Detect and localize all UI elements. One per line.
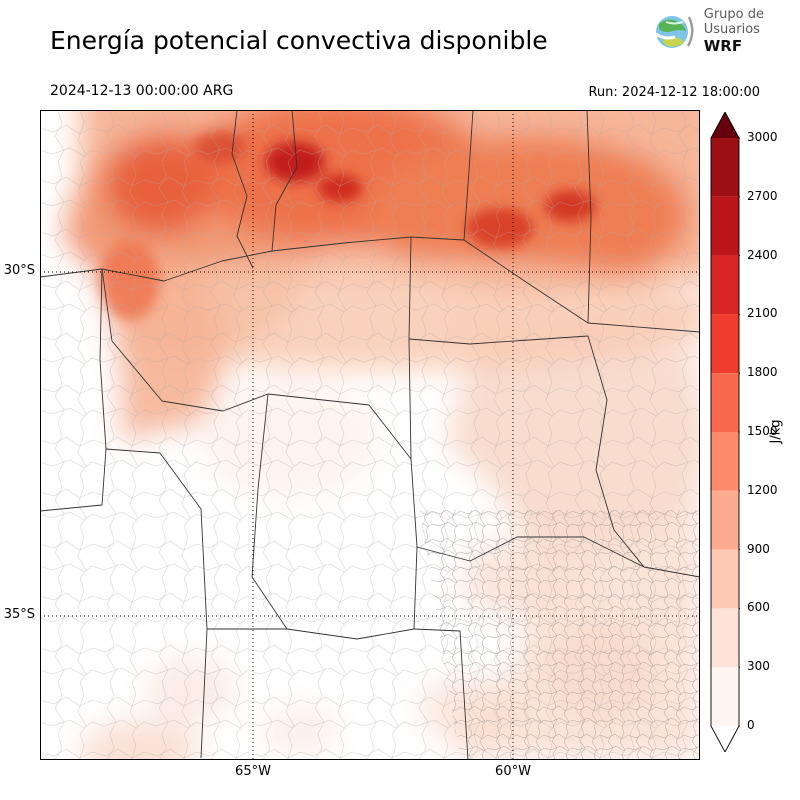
colorbar-segment [711,196,739,256]
colorbar-segment [711,314,739,374]
colorbar-tick-label: 900 [747,542,770,556]
logo-text-line1: Grupo de [703,7,764,22]
lat-tick-35s: 35°S [3,607,35,622]
cape-map [0,80,720,780]
graticule-gridlines [40,110,700,760]
lon-tick-65w: 65°W [235,764,271,779]
map-border [40,110,700,760]
colorbar-segment [711,667,739,726]
cape-map-canvas [0,80,720,780]
lat-tick-30s: 30°S [3,263,35,278]
colorbar-tick-label: 2700 [747,189,778,203]
logo-text-line2: Usuarios [703,21,760,37]
wrf-globe-icon [654,15,694,48]
colorbar-tick-label: 1200 [747,483,778,497]
colorbar-segment [711,432,739,491]
colorbar-segment [711,138,739,197]
colorbar [710,111,744,753]
colorbar-tick-label: 600 [747,600,770,614]
colorbar-tick-label: 300 [747,659,770,673]
colorbar-segment [711,549,739,609]
province-boundaries [39,109,701,761]
colorbar-tick-label: 1500 [747,424,778,438]
department-boundaries-dense [420,510,700,760]
colorbar-tick-label: 1800 [747,365,778,379]
colorbar-tick-label: 2400 [747,248,778,262]
wrf-users-group-logo: Grupo de Usuarios WRF [650,7,764,55]
colorbar-under-arrow [711,726,739,752]
colorbar-segment [711,490,739,550]
page-title: Energía potencial convectiva disponible [50,26,548,55]
colorbar-segment [711,255,739,315]
colorbar-tick-label: 0 [747,718,755,732]
colorbar-segment [711,373,739,432]
colorbar-over-arrow [711,112,739,138]
run-time-label: Run: 2024-12-12 18:00:00 [588,85,760,100]
valid-time-label: 2024-12-13 00:00:00 ARG [50,83,234,99]
logo-text-line3: WRF [703,36,743,55]
colorbar-unit-label: J/kg [768,419,784,444]
colorbar-tick-label: 3000 [747,130,778,144]
colorbar-segment [711,608,739,668]
lon-tick-60w: 60°W [495,764,531,779]
colorbar-tick-label: 2100 [747,306,778,320]
